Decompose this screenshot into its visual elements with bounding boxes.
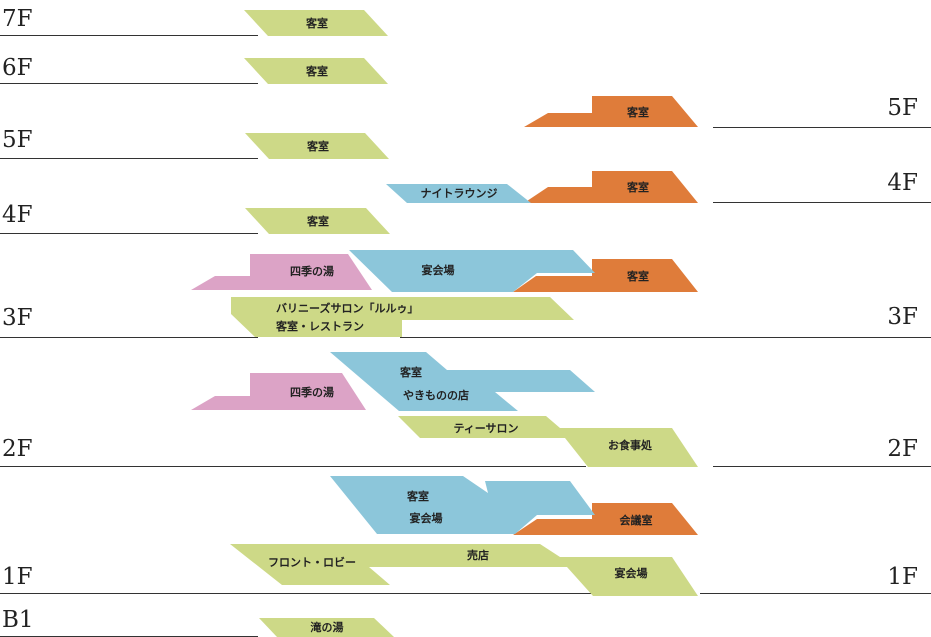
svg-text:客室: 客室 bbox=[626, 269, 649, 283]
floor-label-b1: B1 bbox=[2, 607, 34, 633]
svg-text:四季の湯: 四季の湯 bbox=[290, 385, 334, 399]
svg-text:お食事処: お食事処 bbox=[608, 438, 653, 452]
svg-text:会議室: 会議室 bbox=[620, 513, 653, 527]
room-block-b1-taki-bath[interactable]: 滝の湯 bbox=[259, 618, 394, 637]
room-block-2f-shiki-bath[interactable]: 四季の湯 bbox=[191, 373, 366, 410]
svg-text:宴会場: 宴会場 bbox=[615, 566, 648, 580]
room-block-right-3f-guest-room[interactable]: 客室 bbox=[513, 259, 698, 292]
svg-text:客室: 客室 bbox=[305, 64, 328, 78]
svg-text:やきものの店: やきものの店 bbox=[403, 388, 469, 402]
svg-text:客室: 客室 bbox=[306, 214, 329, 228]
room-block-2f-tea-salon[interactable]: ティーサロン お食事処 bbox=[398, 416, 698, 467]
svg-text:客室: 客室 bbox=[626, 105, 649, 119]
floor-label-right-5f: 5F bbox=[887, 95, 918, 121]
room-block-7f-guest-room[interactable]: 客室 bbox=[244, 10, 388, 36]
floor-label-right-2f: 2F bbox=[887, 436, 918, 462]
room-block-4f-night-lounge[interactable]: ナイトラウンジ bbox=[386, 184, 531, 203]
floor-label-3f: 3F bbox=[2, 305, 33, 331]
svg-text:フロント・ロビー: フロント・ロビー bbox=[268, 555, 356, 569]
floor-label-2f: 2F bbox=[2, 436, 33, 462]
floor-label-right-3f: 3F bbox=[887, 304, 918, 330]
room-block-2f-guest-room-shop[interactable]: 客室 やきものの店 bbox=[330, 352, 595, 411]
room-block-5f-guest-room[interactable]: 客室 bbox=[245, 133, 389, 159]
svg-text:四季の湯: 四季の湯 bbox=[290, 264, 334, 278]
floor-label-5f: 5F bbox=[2, 127, 33, 153]
svg-text:滝の湯: 滝の湯 bbox=[311, 620, 344, 634]
svg-text:ナイトラウンジ: ナイトラウンジ bbox=[421, 187, 498, 200]
room-block-right-5f-guest-room[interactable]: 客室 bbox=[524, 96, 698, 127]
floor-label-1f: 1F bbox=[2, 564, 33, 590]
svg-text:客室: 客室 bbox=[406, 489, 429, 503]
room-block-1f-front-lobby[interactable]: フロント・ロビー 売店 宴会場 bbox=[230, 544, 698, 596]
floor-label-6f: 6F bbox=[2, 55, 33, 81]
room-block-3f-shiki-bath[interactable]: 四季の湯 bbox=[191, 254, 372, 290]
floor-label-4f: 4F bbox=[2, 202, 33, 228]
room-block-right-1f-conference-room[interactable]: 会議室 bbox=[513, 503, 698, 535]
svg-text:バリニーズサロン「ルルゥ」: バリニーズサロン「ルルゥ」 bbox=[276, 301, 418, 315]
svg-text:客室・レストラン: 客室・レストラン bbox=[275, 319, 364, 333]
room-block-1f-guest-room-banquet[interactable]: 客室 宴会場 bbox=[330, 476, 595, 534]
svg-text:客室: 客室 bbox=[306, 139, 329, 153]
floor-label-7f: 7F bbox=[2, 6, 33, 32]
floor-label-right-4f: 4F bbox=[887, 170, 918, 196]
svg-text:ティーサロン: ティーサロン bbox=[453, 422, 518, 435]
room-block-right-4f-guest-room[interactable]: 客室 bbox=[524, 171, 698, 203]
svg-text:宴会場: 宴会場 bbox=[410, 511, 443, 525]
svg-text:客室: 客室 bbox=[305, 16, 328, 30]
svg-text:宴会場: 宴会場 bbox=[422, 263, 455, 277]
room-block-3f-bali-salon[interactable]: バリニーズサロン「ルルゥ」 客室・レストラン bbox=[231, 297, 574, 337]
svg-text:売店: 売店 bbox=[467, 548, 489, 562]
svg-text:客室: 客室 bbox=[626, 180, 649, 194]
room-block-4f-guest-room[interactable]: 客室 bbox=[245, 208, 390, 234]
floor-label-right-1f: 1F bbox=[887, 564, 918, 590]
room-block-6f-guest-room[interactable]: 客室 bbox=[244, 58, 388, 84]
room-block-3f-banquet-hall[interactable]: 宴会場 bbox=[349, 250, 595, 292]
svg-text:客室: 客室 bbox=[399, 365, 422, 379]
